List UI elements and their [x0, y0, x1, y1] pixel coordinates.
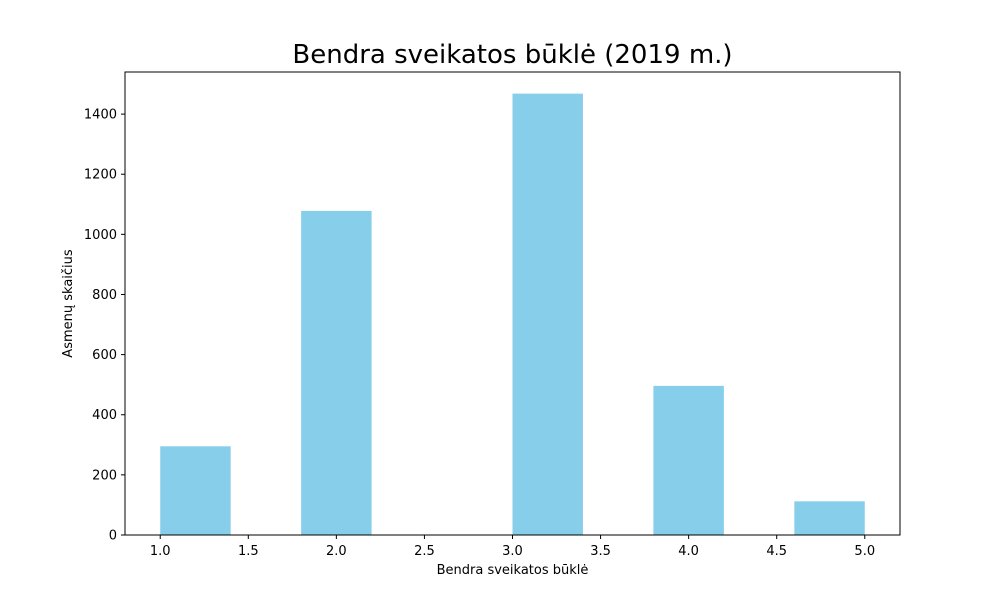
histogram-bar	[653, 385, 724, 535]
histogram-bar	[794, 501, 865, 535]
x-tick-label: 3.5	[590, 544, 611, 559]
y-tick-label: 800	[92, 288, 117, 303]
chart-title: Bendra sveikatos būklė (2019 m.)	[292, 40, 732, 70]
x-axis-label: Bendra sveikatos būklė	[437, 563, 589, 578]
x-tick-label: 1.5	[238, 544, 259, 559]
axes-layer: 1.0 1.5 2.0 2.5 3.0 3.5 4.0 4.5 5.0 0 200 400 600 800…	[84, 71, 901, 559]
y-tick-label: 1000	[84, 228, 117, 243]
x-tick-label: 4.0	[678, 544, 699, 559]
y-tick-label: 400	[92, 408, 117, 423]
x-tick-label: 1.0	[150, 544, 171, 559]
y-tick-label: 200	[92, 468, 117, 483]
x-tick-label: 2.0	[326, 544, 347, 559]
y-axis-label: Asmenų skaičius	[61, 249, 76, 358]
x-tick-label: 4.5	[766, 544, 787, 559]
histogram-bar	[512, 93, 583, 535]
histogram-bar	[160, 446, 231, 535]
x-tick-label: 2.5	[414, 544, 435, 559]
y-tick-label: 1200	[84, 168, 117, 183]
histogram-bar	[301, 210, 372, 535]
bars-layer	[160, 93, 865, 535]
y-tick-label: 0	[109, 529, 117, 544]
x-tick-label: 5.0	[854, 544, 875, 559]
x-tick-label: 3.0	[502, 544, 523, 559]
y-tick-label: 600	[92, 348, 117, 363]
y-tick-label: 1400	[84, 108, 117, 123]
